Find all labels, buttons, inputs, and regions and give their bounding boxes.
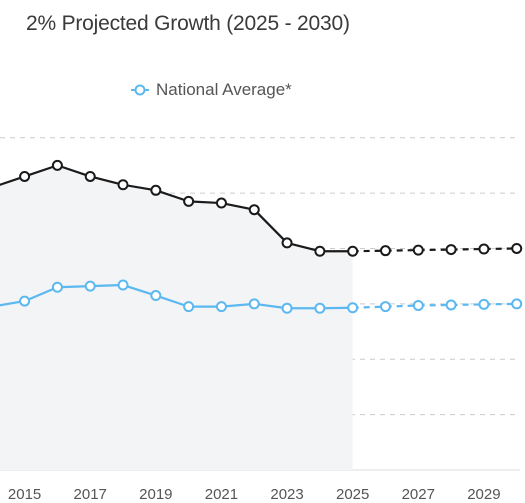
data-point [183, 195, 195, 207]
data-point [379, 245, 391, 257]
x-tick-label: 2027 [402, 486, 435, 503]
data-point [347, 245, 359, 257]
data-point [379, 301, 391, 313]
data-point [84, 280, 96, 292]
data-point [19, 170, 31, 182]
data-point [478, 243, 490, 255]
circle-marker-icon [131, 84, 149, 96]
data-point [511, 298, 523, 310]
chart-title: 2% Projected Growth (2025 - 2030) [26, 12, 350, 35]
x-tick-label: 2029 [467, 486, 500, 503]
data-point [84, 170, 96, 182]
x-tick-label: 2017 [74, 486, 107, 503]
x-tick-label: 2019 [139, 486, 172, 503]
x-tick-label: 2025 [336, 486, 369, 503]
series-area [0, 165, 353, 470]
x-tick-label: 2023 [270, 486, 303, 503]
data-point [150, 184, 162, 196]
legend-label: National Average* [156, 80, 292, 99]
legend[interactable]: National Average* [130, 80, 292, 100]
data-point [281, 302, 293, 314]
data-point [314, 302, 326, 314]
data-point [445, 299, 457, 311]
x-tick-label: 2021 [205, 486, 238, 503]
data-point [445, 244, 457, 256]
data-point [347, 302, 359, 314]
series-projection-line-1 [352, 302, 517, 309]
data-point [150, 290, 162, 302]
data-point [248, 204, 260, 216]
series-line-0 [0, 164, 353, 253]
data-point [412, 244, 424, 256]
data-point [51, 159, 63, 171]
x-tick-label: 2015 [8, 486, 41, 503]
data-point [281, 237, 293, 249]
data-point [183, 301, 195, 313]
data-point [248, 298, 260, 310]
data-point [19, 295, 31, 307]
data-point [117, 279, 129, 291]
data-point [511, 242, 523, 254]
data-point [215, 197, 227, 209]
data-point [412, 300, 424, 312]
data-point [314, 245, 326, 257]
data-point [215, 301, 227, 313]
data-point [51, 281, 63, 293]
data-point [117, 179, 129, 191]
data-point [478, 298, 490, 310]
